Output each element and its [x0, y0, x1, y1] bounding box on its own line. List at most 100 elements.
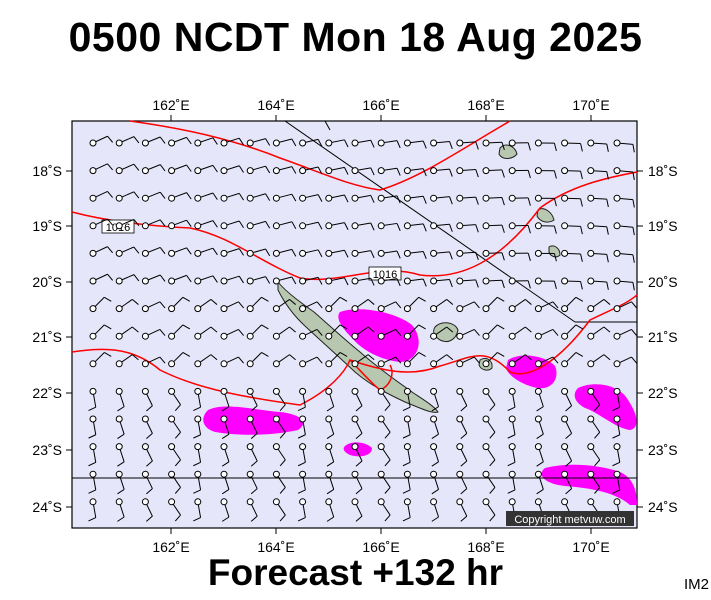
wind-barb-flag: [475, 252, 479, 261]
wind-barb-flag: [449, 141, 453, 150]
wind-barb-station: [482, 387, 490, 395]
wind-barb-station: [482, 249, 490, 257]
wind-barb-station: [482, 360, 490, 368]
wind-barb-station: [272, 387, 280, 395]
wind-barb-station: [325, 332, 333, 340]
wind-barb-flag: [326, 433, 335, 439]
wind-barb-station: [168, 332, 176, 340]
wind-barb-flag: [104, 352, 112, 357]
wind-barb-station: [561, 249, 569, 257]
wind-barb-flag: [370, 140, 375, 148]
wind-barb-station: [587, 332, 595, 340]
wind-barb-station: [456, 249, 464, 257]
wind-barb-station: [456, 443, 464, 451]
wind-barb-flag: [527, 252, 531, 261]
rain-area-icon: [343, 442, 372, 457]
wind-barb-flag: [238, 275, 244, 284]
wind-barb-station: [272, 470, 280, 478]
wind-barb-station: [220, 415, 228, 423]
wind-barb-flag: [133, 136, 140, 144]
wind-barb-flag: [553, 198, 557, 207]
wind-barb-flag: [238, 165, 244, 173]
wind-barb-flag: [497, 324, 505, 330]
wind-barb-station: [89, 470, 97, 478]
wind-barb-flag: [107, 246, 114, 254]
wind-barb-flag: [603, 326, 611, 333]
wind-barb-flag: [131, 299, 139, 305]
wind-barb-flag: [261, 324, 269, 330]
wind-barb-flag: [238, 248, 244, 256]
wind-barb-station: [351, 222, 359, 230]
wind-barb-station: [194, 498, 202, 506]
wind-barb-station: [508, 470, 516, 478]
wind-barb-station: [508, 194, 516, 202]
wind-barb-flag: [553, 225, 557, 234]
wind-barb-station: [351, 360, 359, 368]
wind-barb-flag: [317, 139, 323, 147]
wind-barb-station: [194, 277, 202, 285]
wind-barb-flag: [297, 517, 306, 522]
wind-barb-station: [377, 249, 385, 257]
wind-barb-station: [220, 222, 228, 230]
wind-barb-flag: [210, 299, 218, 305]
wind-barb-flag: [174, 431, 181, 439]
wind-barb-station: [587, 443, 595, 451]
wind-barb-flag: [344, 194, 349, 203]
wind-barb-flag: [193, 461, 201, 467]
isobars: [71, 120, 638, 406]
wind-barb-station: [89, 332, 97, 340]
wind-barb-station: [89, 139, 97, 147]
lat-label-left: 23˚S: [32, 442, 62, 458]
wind-barb-station: [587, 249, 595, 257]
wind-barb-station: [220, 498, 228, 506]
wind-barb-flag: [449, 168, 453, 177]
wind-barb-flag: [261, 352, 269, 357]
wind-barb-station: [534, 415, 542, 423]
wind-barb-station: [456, 332, 464, 340]
wind-barb-station: [508, 415, 516, 423]
wind-barb-station: [587, 387, 595, 395]
wind-barb-flag: [396, 278, 401, 287]
wind-barb-flag: [489, 431, 496, 439]
wind-barb-flag: [536, 461, 544, 467]
wind-barb-station: [141, 415, 149, 423]
wind-barb-flag: [460, 515, 468, 522]
wind-barb-station: [377, 222, 385, 230]
wind-barb-flag: [186, 164, 192, 172]
wind-barb-flag: [594, 487, 601, 494]
wind-barb-flag: [594, 431, 601, 439]
wind-barb-flag: [449, 251, 453, 260]
wind-barb-station: [377, 387, 385, 395]
wind-barb-flag: [475, 196, 479, 205]
wind-barb-station: [351, 387, 359, 395]
wind-barb-flag: [316, 329, 323, 336]
wind-barb-flag: [565, 433, 572, 440]
wind-barb-station: [508, 249, 516, 257]
wind-barb-flag: [418, 296, 426, 302]
wind-barb-flag: [291, 221, 297, 230]
wind-barb-station: [403, 332, 411, 340]
wind-barb-flag: [117, 461, 125, 467]
wind-barb-flag: [261, 296, 269, 302]
lat-label-right: 21˚S: [648, 329, 678, 345]
wind-barb-flag: [536, 406, 544, 412]
wind-barb-station: [272, 167, 280, 175]
wind-barb-station: [534, 387, 542, 395]
lon-label-top: 162˚E: [152, 97, 189, 113]
wind-barb-station: [168, 249, 176, 257]
boundary-lines: [72, 120, 637, 479]
wind-barb-station: [194, 332, 202, 340]
wind-barb-station: [220, 387, 228, 395]
wind-barb-station: [561, 167, 569, 175]
wind-barb-station: [272, 332, 280, 340]
wind-barb-station: [351, 470, 359, 478]
wind-barb-station: [89, 498, 97, 506]
wind-barb-station: [168, 167, 176, 175]
wind-barb-station: [430, 222, 438, 230]
wind-barb-flag: [370, 250, 375, 259]
wind-barb-station: [534, 277, 542, 285]
wind-barb-flag: [107, 135, 114, 143]
lat-label-left: 24˚S: [32, 499, 62, 515]
wind-barb-flag: [473, 329, 480, 336]
wind-barb-flag: [367, 326, 375, 333]
